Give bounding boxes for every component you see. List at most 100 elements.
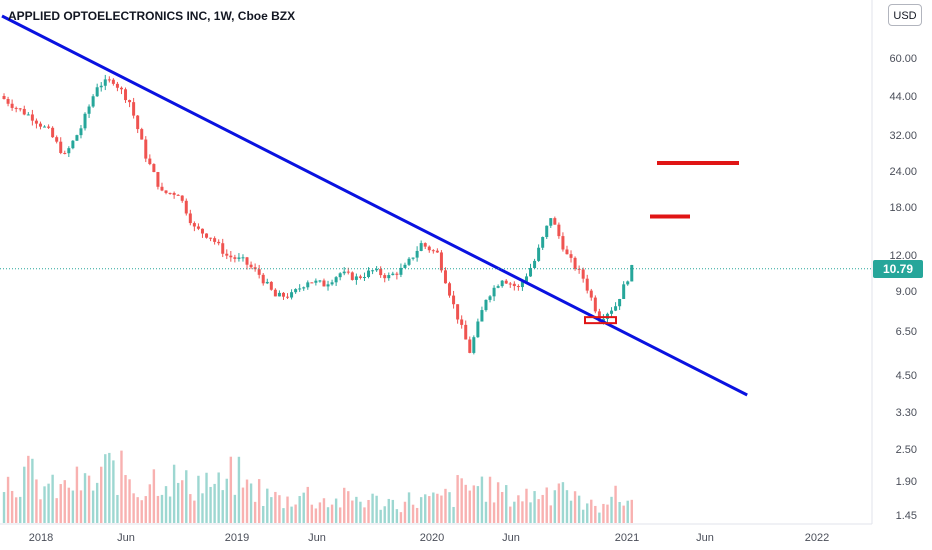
volume-bar xyxy=(395,509,399,523)
price-axis-label: 18.00 xyxy=(889,202,917,214)
volume-bar xyxy=(10,490,14,523)
candle-body xyxy=(144,139,148,159)
volume-bar xyxy=(176,482,180,523)
volume-bar xyxy=(460,478,463,523)
volume-bar xyxy=(569,500,573,523)
volume-bar xyxy=(253,501,257,523)
volume-bar xyxy=(419,497,423,523)
candle-body xyxy=(415,250,419,258)
volume-bar xyxy=(241,487,245,523)
candle-body xyxy=(164,190,168,193)
volume-bar xyxy=(302,492,305,523)
candle-body xyxy=(427,246,431,251)
volume-bar xyxy=(424,494,427,523)
volume-bar xyxy=(314,508,318,523)
volume-bar xyxy=(598,512,601,523)
candle-body xyxy=(561,236,565,250)
candle-body xyxy=(589,290,593,298)
volume-bar xyxy=(120,450,123,523)
candle-body xyxy=(290,292,294,298)
volume-bar xyxy=(39,499,42,523)
volume-bar xyxy=(27,455,30,523)
volume-bar xyxy=(448,492,451,523)
volume-bar xyxy=(521,501,524,523)
volume-bar xyxy=(444,488,447,523)
candle-body xyxy=(423,243,427,247)
candle-body xyxy=(51,127,55,138)
volume-bar xyxy=(371,493,374,523)
candle-body xyxy=(593,297,597,312)
time-axis-label: Jun xyxy=(502,532,520,544)
volume-bar xyxy=(488,476,492,523)
volume-bar xyxy=(87,475,91,523)
candle-body xyxy=(464,324,468,340)
candle-body xyxy=(148,158,152,165)
price-axis-label: 4.50 xyxy=(896,370,917,382)
trendline[interactable] xyxy=(1,14,748,397)
volume-bar xyxy=(387,498,390,523)
volume-bar xyxy=(201,493,204,523)
time-axis-label: 2022 xyxy=(805,532,829,544)
volume-bar xyxy=(59,484,62,523)
candle-body xyxy=(306,282,310,288)
support-box[interactable] xyxy=(584,316,617,325)
candle-body xyxy=(63,152,67,154)
candle-body xyxy=(577,268,581,270)
time-axis-label: Jun xyxy=(117,532,135,544)
volume-bar xyxy=(367,499,370,523)
candle-body xyxy=(95,87,99,97)
candle-body xyxy=(403,264,407,268)
volume-bar xyxy=(274,491,277,523)
candle-body xyxy=(516,286,520,288)
volume-bar xyxy=(411,504,415,523)
price-axis-label: 32.00 xyxy=(889,130,917,142)
time-axis-label: 2020 xyxy=(420,532,444,544)
candle-body xyxy=(314,280,318,283)
volume-bar xyxy=(116,494,119,523)
candle-body xyxy=(38,123,42,127)
candle-body xyxy=(257,269,261,275)
volume-bar xyxy=(594,505,597,523)
price-axis-label: 6.50 xyxy=(896,326,917,338)
price-axis-label: 2.50 xyxy=(896,444,917,456)
candle-body xyxy=(140,129,144,140)
currency-button[interactable]: USD xyxy=(888,4,922,26)
volume-bar xyxy=(6,476,10,523)
candle-body xyxy=(10,103,14,108)
candle-body xyxy=(128,100,132,103)
candle-body xyxy=(387,275,391,279)
volume-bar xyxy=(391,499,395,523)
candle-body xyxy=(115,83,119,88)
volume-bar xyxy=(517,495,520,523)
volume-bar xyxy=(355,496,358,523)
candle-body xyxy=(205,233,209,238)
volume-bar xyxy=(298,496,301,523)
volume-bar xyxy=(278,495,281,523)
volume-bar xyxy=(148,484,152,523)
volume-bar xyxy=(541,494,544,523)
candle-body xyxy=(630,264,634,282)
candle-body xyxy=(160,186,164,191)
volume-bar xyxy=(164,486,168,523)
volume-bar xyxy=(480,476,484,523)
volume-bar xyxy=(217,472,220,523)
volume-bar xyxy=(545,487,548,523)
volume-bar xyxy=(189,494,192,523)
candle-body xyxy=(622,284,626,299)
candle-body xyxy=(391,273,395,276)
volume-bar xyxy=(472,485,476,523)
volume-bar xyxy=(351,500,354,523)
candle-body xyxy=(119,87,123,90)
candle-body xyxy=(196,226,200,229)
candle-body xyxy=(172,192,176,195)
candle-body xyxy=(152,164,156,173)
volume-bar xyxy=(2,492,6,523)
candle-body xyxy=(237,257,241,259)
candle-body xyxy=(496,286,500,288)
candle-body xyxy=(448,283,452,296)
volume-bar xyxy=(14,497,18,523)
candle-body xyxy=(55,137,59,142)
volume-bar xyxy=(573,491,577,523)
